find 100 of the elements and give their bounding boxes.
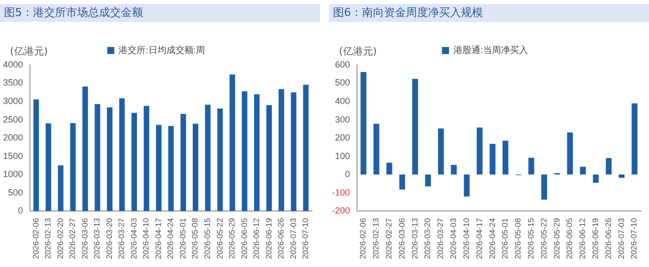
y-tick-label: 500 [334, 78, 350, 88]
bar [541, 174, 548, 200]
bar [592, 174, 599, 183]
x-tick-label: 2026-04-17 [474, 218, 484, 259]
bar [438, 128, 444, 175]
bar [119, 98, 125, 212]
y-tick-label: 100 [334, 150, 350, 161]
x-tick-label: 2026-04-24 [488, 218, 497, 259]
y-tick-label: 1000 [2, 169, 24, 180]
x-tick-label: 2026-06-05 [240, 218, 249, 259]
legend-label: 港股通:当周净买入 [454, 44, 528, 55]
bar [476, 127, 483, 175]
bar [399, 174, 406, 190]
y-tick-label: 3000 [2, 96, 24, 106]
x-tick-label: 2026-04-10 [462, 218, 471, 259]
bar [278, 89, 284, 212]
bar [46, 123, 52, 212]
x-tick-label: 2026-06-12 [252, 218, 262, 259]
x-tick-label: 2026-05-08 [514, 218, 523, 259]
chart-title: 图6：南向资金周度净买入规模 [329, 4, 649, 22]
y-tick-label: 200 [334, 132, 350, 143]
x-tick-label: 2026-03-06 [80, 218, 90, 259]
y-tick-label: 4000 [2, 59, 24, 70]
x-tick-label: 2026-07-10 [301, 218, 310, 259]
y-tick-label: -100 [332, 187, 350, 198]
x-tick-label: 2026-05-29 [228, 218, 237, 259]
bar [373, 124, 380, 175]
x-tick-label: 2026-05-22 [539, 218, 548, 259]
x-tick-label: 2026-04-24 [166, 218, 176, 259]
x-tick-label: 2026-03-13 [92, 218, 102, 259]
x-tick-label: 2026-04-03 [129, 218, 138, 259]
x-tick-label: 2026-06-19 [591, 218, 600, 259]
x-tick-label: 2026-04-03 [449, 218, 458, 259]
bar [106, 107, 112, 212]
x-tick-label: 2026-04-10 [142, 218, 151, 259]
bar [82, 86, 88, 212]
legend-label: 港交所:日均成交额:周 [118, 44, 205, 55]
bar [450, 164, 457, 175]
x-tick-label: 2026-03-06 [397, 218, 406, 259]
bar [502, 140, 508, 175]
x-tick-label: 2026-07-10 [630, 218, 639, 259]
y-tick-label: 0 [345, 169, 350, 180]
y-tick-label: 0 [18, 206, 24, 216]
bar [580, 166, 586, 175]
y-tick-label: 2000 [2, 132, 24, 143]
y-tick-label: 1500 [2, 150, 24, 161]
y-tick-label: 3500 [2, 78, 24, 88]
bar [567, 132, 573, 175]
bar [217, 108, 223, 212]
x-tick-label: 2026-02-13 [44, 218, 53, 259]
bar [412, 78, 418, 175]
bar [425, 174, 431, 186]
x-tick-label: 2026-06-12 [578, 218, 588, 259]
y-tick-label: 400 [334, 96, 350, 106]
bar [180, 114, 186, 212]
bar [490, 144, 496, 175]
bar [205, 104, 211, 212]
x-tick-label: 2026-02-20 [56, 218, 65, 259]
x-tick-label: 2026-06-26 [276, 218, 286, 259]
x-tick-label: 2026-02-06 [31, 218, 40, 259]
y-tick-label: 2500 [2, 114, 24, 124]
bar [156, 124, 162, 212]
bar [94, 104, 100, 212]
x-tick-label: 2026-05-01 [178, 218, 188, 259]
x-tick-label: 2026-02-06 [358, 218, 368, 259]
bar [618, 174, 625, 178]
x-tick-label: 2026-02-27 [68, 218, 78, 259]
bar [254, 94, 260, 212]
bar [168, 126, 174, 212]
bar [192, 124, 198, 212]
bar [33, 99, 39, 212]
x-tick-label: 2026-03-20 [423, 218, 432, 259]
x-tick-label: 2026-03-27 [436, 218, 446, 259]
bar [386, 162, 392, 175]
x-tick-label: 2026-05-08 [190, 218, 200, 259]
x-tick-label: 2026-04-17 [154, 218, 163, 259]
bar [303, 84, 309, 212]
x-tick-label: 2026-05-22 [215, 218, 224, 259]
x-tick-label: 2026-07-03 [616, 218, 626, 259]
y-tick-label: 500 [8, 187, 24, 198]
x-tick-label: 2026-06-19 [264, 218, 274, 259]
bar [632, 103, 638, 175]
x-tick-label: 2026-05-15 [202, 218, 212, 259]
x-tick-label: 2026-05-15 [526, 218, 536, 259]
x-tick-label: 2026-02-13 [372, 218, 381, 259]
y-tick-label: -200 [332, 206, 350, 216]
x-tick-label: 2026-03-13 [410, 218, 420, 259]
x-tick-label: 2026-06-05 [565, 218, 574, 259]
chart-title: 图5：港交所市场总成交金额 [0, 4, 320, 22]
bar [70, 123, 76, 212]
x-tick-label: 2026-03-27 [117, 218, 126, 259]
bar [242, 91, 248, 212]
bar [58, 165, 64, 212]
x-tick-label: 2026-03-20 [104, 218, 114, 259]
bar [230, 74, 236, 212]
bar [131, 112, 137, 212]
bar [290, 92, 296, 212]
y-tick-label: 600 [334, 59, 350, 70]
bar [606, 158, 612, 175]
bar [360, 72, 366, 175]
